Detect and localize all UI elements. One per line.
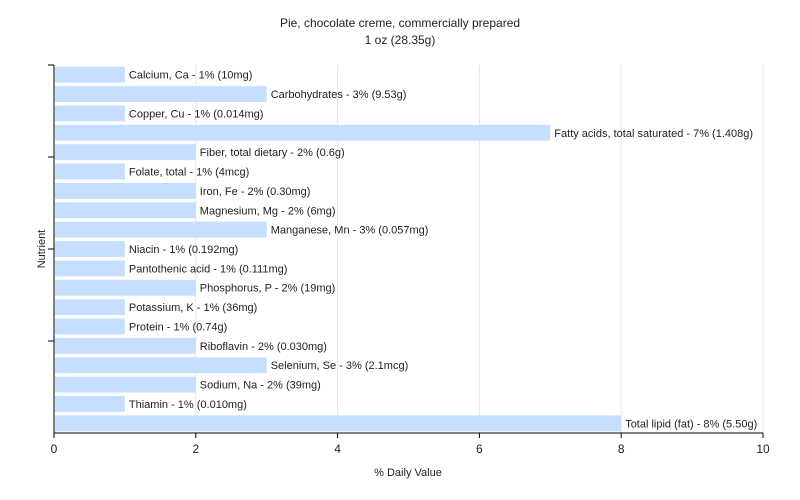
bar-label: Thiamin - 1% (0.010mg) (129, 399, 247, 411)
bar (55, 299, 125, 316)
x-tick-label: 8 (618, 442, 625, 456)
bar (55, 415, 622, 432)
bar (55, 66, 125, 83)
bar (55, 86, 267, 102)
bar-label: Phosphorus, P - 2% (19mg) (200, 283, 336, 295)
bar-label: Calcium, Ca - 1% (10mg) (129, 70, 252, 82)
bar-label: Total lipid (fat) - 8% (5.50g) (625, 418, 757, 430)
bar-label: Folate, total - 1% (4mcg) (129, 167, 249, 179)
bar (55, 144, 196, 161)
bar (55, 318, 125, 335)
bar (55, 376, 196, 393)
bar (55, 260, 125, 277)
bars-group: Calcium, Ca - 1% (10mg) Carbohydrates - 3… (55, 66, 757, 432)
x-tick-label: 4 (334, 442, 341, 456)
bar-label: Carbohydrates - 3% (9.53g) (271, 89, 407, 101)
bar-label: Niacin - 1% (0.192mg) (129, 244, 238, 256)
bar (55, 202, 196, 219)
bar-label: Magnesium, Mg - 2% (6mg) (200, 205, 336, 217)
bar (55, 241, 125, 257)
x-axis-label: % Daily Value (374, 467, 442, 479)
bar (55, 163, 125, 180)
bar-label: Potassium, K - 1% (36mg) (129, 302, 257, 314)
x-tick-label: 10 (756, 442, 770, 456)
bar-label: Fatty acids, total saturated - 7% (1.408… (554, 128, 753, 140)
y-axis-label: Nutrient (36, 230, 48, 269)
bar-label: Riboflavin - 2% (0.030mg) (200, 341, 327, 353)
bar (55, 105, 125, 122)
bar-label: Iron, Fe - 2% (0.30mg) (200, 186, 311, 198)
x-tick-label: 0 (51, 442, 58, 456)
bar-label: Fiber, total dietary - 2% (0.6g) (200, 147, 345, 159)
bar (55, 337, 196, 354)
bar-label: Copper, Cu - 1% (0.014mg) (129, 108, 264, 120)
bar-label: Sodium, Na - 2% (39mg) (200, 380, 321, 392)
x-tick-label: 6 (476, 442, 483, 456)
bar (55, 221, 267, 238)
chart-title: Pie, chocolate creme, commercially prepa… (280, 16, 520, 30)
x-tick-label: 2 (192, 442, 199, 456)
bar (55, 182, 196, 199)
bar (55, 124, 551, 141)
bar-label: Protein - 1% (0.74g) (129, 321, 227, 333)
bar-label: Manganese, Mn - 3% (0.057mg) (271, 225, 429, 237)
grid-lines (195, 65, 764, 433)
bar-label: Selenium, Se - 3% (2.1mcg) (271, 360, 409, 372)
bar-label: Pantothenic acid - 1% (0.111mg) (129, 263, 288, 275)
bar (55, 357, 267, 374)
axes-group: 0 2 4 6 8 10 (48, 64, 770, 456)
bar (55, 279, 196, 296)
bar (55, 396, 125, 412)
chart-subtitle: 1 oz (28.35g) (365, 33, 436, 47)
